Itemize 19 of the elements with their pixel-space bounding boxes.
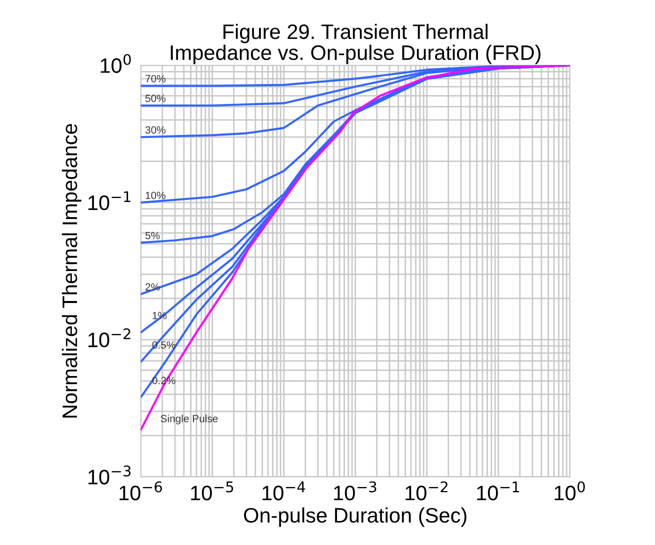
series-label: 50% <box>145 94 166 102</box>
series-label: 70% <box>146 74 166 82</box>
x-tick-label: 10$^{−4}$ <box>262 482 306 500</box>
y-tick-label: 10$^{0}$ <box>100 54 131 73</box>
chart-title: Figure 29. Transient Thermal Impedance vs. On-pulse Duration (FRD) <box>170 24 540 64</box>
series-label: 5% <box>145 232 160 240</box>
y-tick-label: 10$^{−1}$ <box>88 191 130 210</box>
x-tick-label: 10$^{−3}$ <box>334 481 376 500</box>
x-tick-label: 10$^{0}$ <box>554 481 585 500</box>
y-tick-label: 10$^{−2}$ <box>88 328 130 348</box>
x-tick-label: 10$^{−2}$ <box>406 481 448 500</box>
x-axis-title: On-pulse Duration (Sec) <box>244 507 466 527</box>
series-label: Single Pulse <box>160 414 218 424</box>
series-label: 2% <box>146 283 160 291</box>
x-tick-label: 10$^{−5}$ <box>191 482 234 500</box>
series-label: 10% <box>146 192 166 200</box>
series-label: 30% <box>145 126 166 134</box>
y-axis-title: Normalized Thermal Impedance <box>62 124 82 418</box>
x-tick-label: 10$^{−1}$ <box>477 482 520 500</box>
